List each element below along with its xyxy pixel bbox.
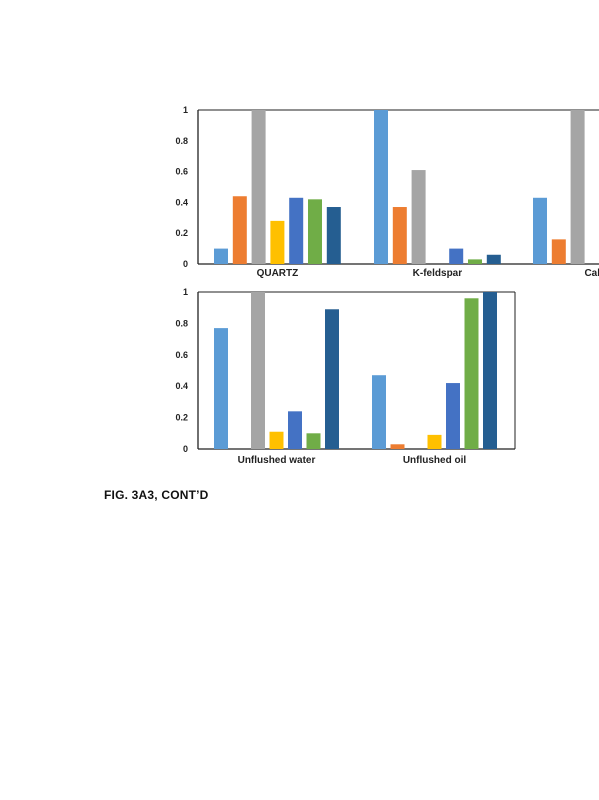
y-tick-label: 0.4: [175, 197, 188, 207]
bar-unflushed-water-s6: [306, 433, 321, 449]
bar-quartz-s7: [326, 207, 341, 264]
category-label: Unflushed oil: [403, 455, 467, 466]
y-tick-label: 0.6: [175, 350, 188, 360]
y-tick-label: 0.8: [175, 318, 188, 328]
bar-k-feldspar-s2: [392, 207, 407, 264]
bar-calci-s1: [533, 197, 547, 264]
bar-unflushed-water-s4: [269, 431, 284, 449]
bar-unflushed-water-s5: [288, 411, 302, 449]
y-tick-label: 1: [183, 287, 188, 297]
bar-quartz-s3: [251, 110, 266, 264]
bar-unflushed-oil-s4: [427, 434, 442, 449]
y-tick-label: 0.6: [175, 167, 188, 177]
bar-unflushed-water-s3: [251, 292, 265, 449]
bar-unflushed-oil-s5: [446, 383, 460, 449]
y-tick-label: 0.2: [175, 228, 188, 238]
bar-k-feldspar-s5: [449, 248, 464, 264]
top-bar-chart: 0 0.2 0.4 0.6 0.8 1 QUARTZ K-feldspar Calci: [175, 105, 599, 279]
bar-quartz-s5: [289, 197, 304, 264]
bar-unflushed-oil-s1: [372, 375, 386, 449]
category-label: QUARTZ: [257, 268, 299, 279]
y-tick-label: 0: [183, 259, 188, 269]
bar-unflushed-oil-s2: [390, 444, 405, 449]
bar-k-feldspar-s3: [411, 170, 426, 264]
figure-caption: FIG. 3A3, CONT’D: [104, 488, 209, 502]
bar-unflushed-oil-s7: [483, 292, 497, 449]
y-tick-label: 0: [183, 444, 188, 454]
y-tick-label: 0.4: [175, 381, 188, 391]
bar-k-feldspar-s1: [374, 110, 388, 264]
y-tick-label: 0.2: [175, 413, 188, 423]
category-label: K-feldspar: [413, 268, 463, 279]
bar-calci-s3: [570, 110, 585, 264]
bar-quartz-s2: [232, 196, 247, 264]
bar-quartz-s6: [308, 199, 322, 264]
bar-quartz-s1: [214, 248, 228, 264]
y-tick-label: 1: [183, 105, 188, 115]
bar-unflushed-water-s7: [325, 309, 339, 449]
bottom-bar-chart: 0 0.2 0.4 0.6 0.8 1 Unflushed water Unflushed o…: [175, 287, 516, 466]
bar-calci-s2: [551, 239, 566, 264]
category-label: Unflushed water: [238, 455, 316, 466]
bar-quartz-s4: [270, 220, 285, 264]
bar-k-feldspar-s7: [486, 254, 501, 264]
y-tick-label: 0.8: [175, 136, 188, 146]
bar-k-feldspar-s6: [468, 259, 482, 264]
bar-unflushed-oil-s6: [464, 298, 479, 449]
category-label: Calci: [584, 268, 599, 279]
bar-unflushed-water-s1: [214, 328, 228, 449]
